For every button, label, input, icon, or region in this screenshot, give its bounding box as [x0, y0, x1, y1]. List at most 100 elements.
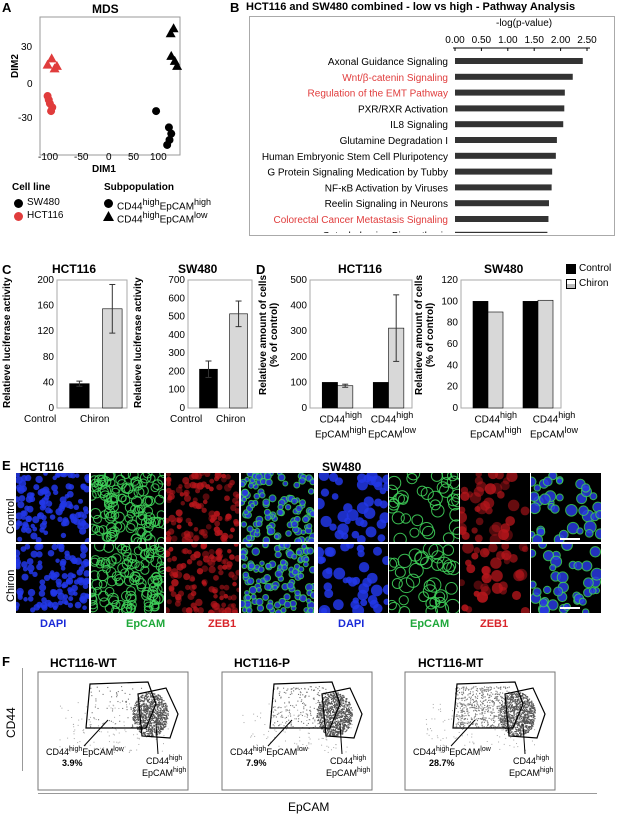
cell: [286, 581, 295, 590]
flow-event: [295, 704, 297, 706]
flow-event: [346, 698, 348, 700]
cell: [17, 594, 23, 600]
flow-event: [522, 710, 525, 712]
flow-event: [308, 747, 310, 749]
cell: [398, 595, 409, 606]
cell: [520, 607, 530, 613]
y-tick-label: 300: [168, 348, 185, 359]
flow-event: [515, 694, 517, 697]
flow-event: [483, 686, 486, 688]
flow-event: [342, 699, 344, 701]
flow-event: [73, 738, 75, 740]
flow-event: [481, 722, 483, 724]
micrograph-epcam: [389, 473, 459, 542]
flow-event: [339, 698, 342, 700]
flow-event: [530, 715, 533, 717]
flow-event: [134, 721, 136, 723]
flow-event: [322, 724, 325, 726]
flow-event: [163, 726, 166, 728]
flow-event: [461, 691, 463, 693]
flow-event: [516, 692, 518, 694]
mds-xtick: 0: [106, 152, 112, 163]
flow-event: [485, 699, 487, 701]
micrograph-dapi: [16, 544, 89, 613]
flow-event: [145, 708, 147, 710]
flow-event: [152, 710, 155, 713]
cell: [111, 605, 120, 613]
flow-event: [513, 692, 515, 695]
cell: [356, 535, 366, 542]
flow-event: [108, 741, 110, 743]
flow-event: [346, 729, 348, 731]
cell: [84, 474, 89, 482]
flow-event: [499, 694, 501, 696]
flow-event: [493, 701, 495, 704]
flow-event: [520, 726, 522, 729]
flow-event: [151, 732, 153, 735]
flow-event: [341, 731, 343, 733]
cell: [124, 514, 134, 523]
cell: [65, 483, 72, 490]
flow-event: [515, 733, 517, 735]
flow-event: [138, 709, 140, 711]
flow-event: [288, 711, 290, 713]
flow-event: [149, 728, 151, 731]
flow-event: [470, 717, 472, 719]
flow-event: [150, 723, 153, 725]
flow-event: [528, 699, 530, 701]
flow-event: [266, 737, 268, 739]
flow-event: [89, 726, 92, 728]
flow-event: [475, 686, 477, 688]
flow-event: [318, 709, 320, 711]
flow-event: [482, 691, 484, 693]
flow-event: [522, 721, 525, 723]
flow-event: [330, 713, 332, 715]
flow-event: [337, 712, 340, 714]
flow-event: [516, 733, 518, 735]
flow-event: [468, 724, 470, 726]
flow-event: [164, 726, 166, 728]
cell: [93, 479, 104, 490]
flow-event: [529, 721, 531, 723]
flow-event: [112, 721, 114, 723]
stain-dapi-sw: DAPI: [338, 618, 365, 630]
flow-event: [138, 737, 140, 739]
flow-event: [320, 707, 322, 709]
flow-event: [319, 690, 321, 692]
flow-event: [521, 697, 523, 699]
flow-event: [287, 715, 289, 717]
y-tick-label: 20: [447, 382, 459, 393]
flow-event: [162, 716, 164, 718]
flow-event: [344, 717, 346, 719]
flow-event: [134, 717, 136, 720]
flow-event: [148, 715, 150, 717]
flow-event: [340, 704, 342, 706]
flow-event: [150, 692, 152, 695]
flow-event: [528, 716, 530, 718]
flow-event: [154, 696, 157, 698]
flow-event: [288, 702, 290, 704]
flow-event: [517, 725, 519, 727]
cell: [201, 507, 207, 513]
flow-event: [267, 736, 269, 738]
flow-event: [324, 718, 326, 720]
flow-event: [289, 713, 291, 715]
flow-event: [320, 710, 322, 712]
flow-event: [298, 688, 300, 691]
cell: [134, 575, 144, 585]
cell: [98, 590, 109, 602]
flow-event: [113, 705, 115, 707]
flow-event: [142, 694, 144, 696]
flow-event: [141, 728, 143, 730]
cell: [184, 533, 192, 541]
flow-event: [530, 728, 532, 730]
flow-event: [157, 730, 159, 732]
flow-event: [82, 729, 84, 731]
flow-event: [330, 732, 332, 734]
flow-event: [329, 721, 331, 724]
flow-event: [89, 721, 91, 723]
flow-event: [145, 692, 147, 695]
flow-event: [136, 721, 138, 724]
flow-event: [460, 705, 463, 707]
